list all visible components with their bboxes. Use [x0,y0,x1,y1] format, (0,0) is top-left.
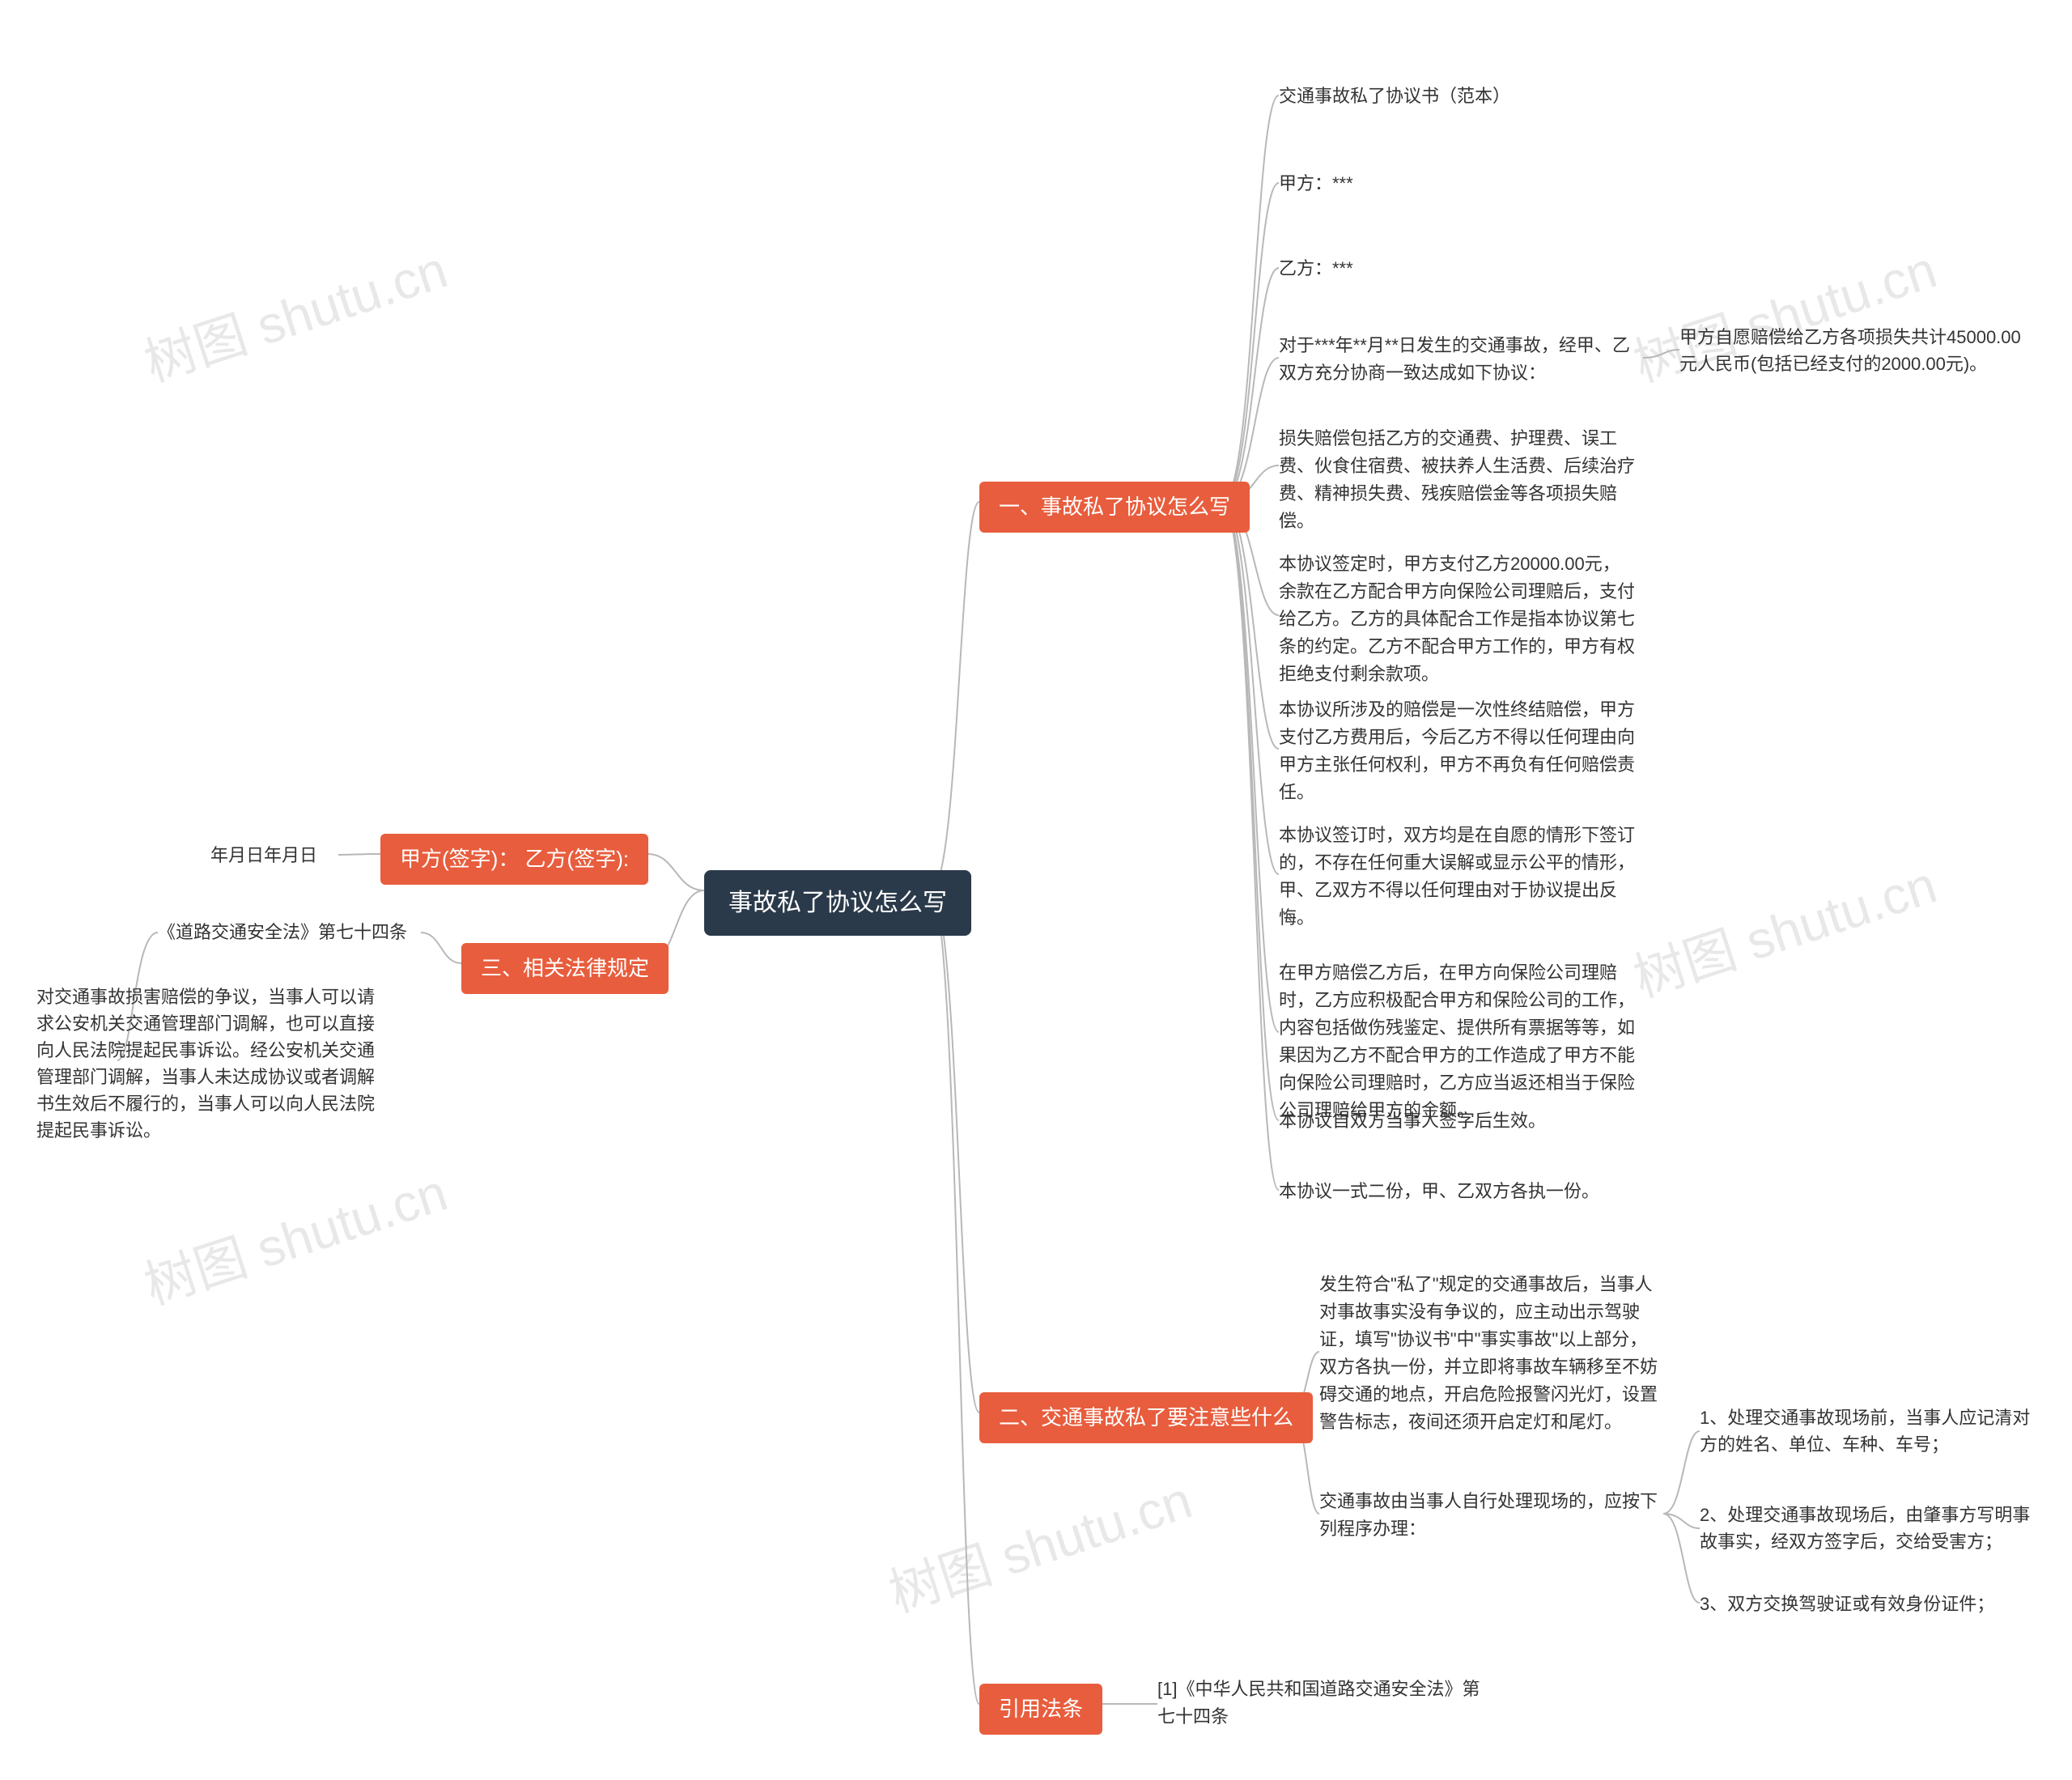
branch-bl2: 三、相关法律规定 [461,943,669,994]
root-node: 事故私了协议怎么写 [704,870,971,936]
branch-bl1: 甲方(签字)： 乙方(签字): [380,834,648,885]
leaf: 在甲方赔偿乙方后，在甲方向保险公司理赔时，乙方应积极配合甲方和保险公司的工作，内… [1279,959,1635,1125]
leaf: 本协议签定时，甲方支付乙方20000.00元，余款在乙方配合甲方向保险公司理赔后… [1279,550,1635,688]
leaf: 甲方：*** [1279,170,1353,198]
leaf: 1、处理交通事故现场前，当事人应记清对方的姓名、单位、车种、车号； [1700,1404,2040,1458]
leaf: 年月日年月日 [210,842,317,869]
branch-b2: 二、交通事故私了要注意些什么 [979,1392,1313,1443]
leaf: 甲方自愿赔偿给乙方各项损失共计45000.00元人民币(包括已经支付的2000.… [1679,324,2027,377]
leaf: [1]《中华人民共和国道路交通安全法》第七十四条 [1157,1676,1481,1731]
leaf: 对交通事故损害赔偿的争议，当事人可以请求公安机关交通管理部门调解，也可以直接向人… [36,983,384,1144]
leaf: 3、双方交换驾驶证或有效身份证件； [1700,1591,1994,1617]
leaf: 本协议自双方当事人签字后生效。 [1279,1107,1546,1135]
leaf: 本协议所涉及的赔偿是一次性终结赔偿，甲方支付乙方费用后，今后乙方不得以任何理由向… [1279,696,1635,806]
leaf: 2、处理交通事故现场后，由肇事方写明事故事实，经双方签字后，交给受害方； [1700,1502,2040,1555]
branch-b3: 引用法条 [979,1684,1102,1735]
leaf: 发生符合"私了"规定的交通事故后，当事人对事故事实没有争议的，应主动出示驾驶证，… [1319,1271,1659,1437]
leaf: 《道路交通安全法》第七十四条 [158,919,407,946]
leaf: 交通事故私了协议书（范本） [1279,83,1510,110]
leaf: 对于***年**月**日发生的交通事故，经甲、乙双方充分协商一致达成如下协议： [1279,332,1635,387]
branch-b1: 一、事故私了协议怎么写 [979,482,1250,533]
leaf: 损失赔偿包括乙方的交通费、护理费、误工费、伙食住宿费、被扶养人生活费、后续治疗费… [1279,425,1635,535]
leaf: 本协议一式二份，甲、乙双方各执一份。 [1279,1178,1599,1205]
leaf: 乙方：*** [1279,255,1353,283]
leaf: 交通事故由当事人自行处理现场的，应按下列程序办理： [1319,1488,1659,1543]
leaf: 本协议签订时，双方均是在自愿的情形下签订的，不存在任何重大误解或显示公平的情形，… [1279,822,1635,932]
